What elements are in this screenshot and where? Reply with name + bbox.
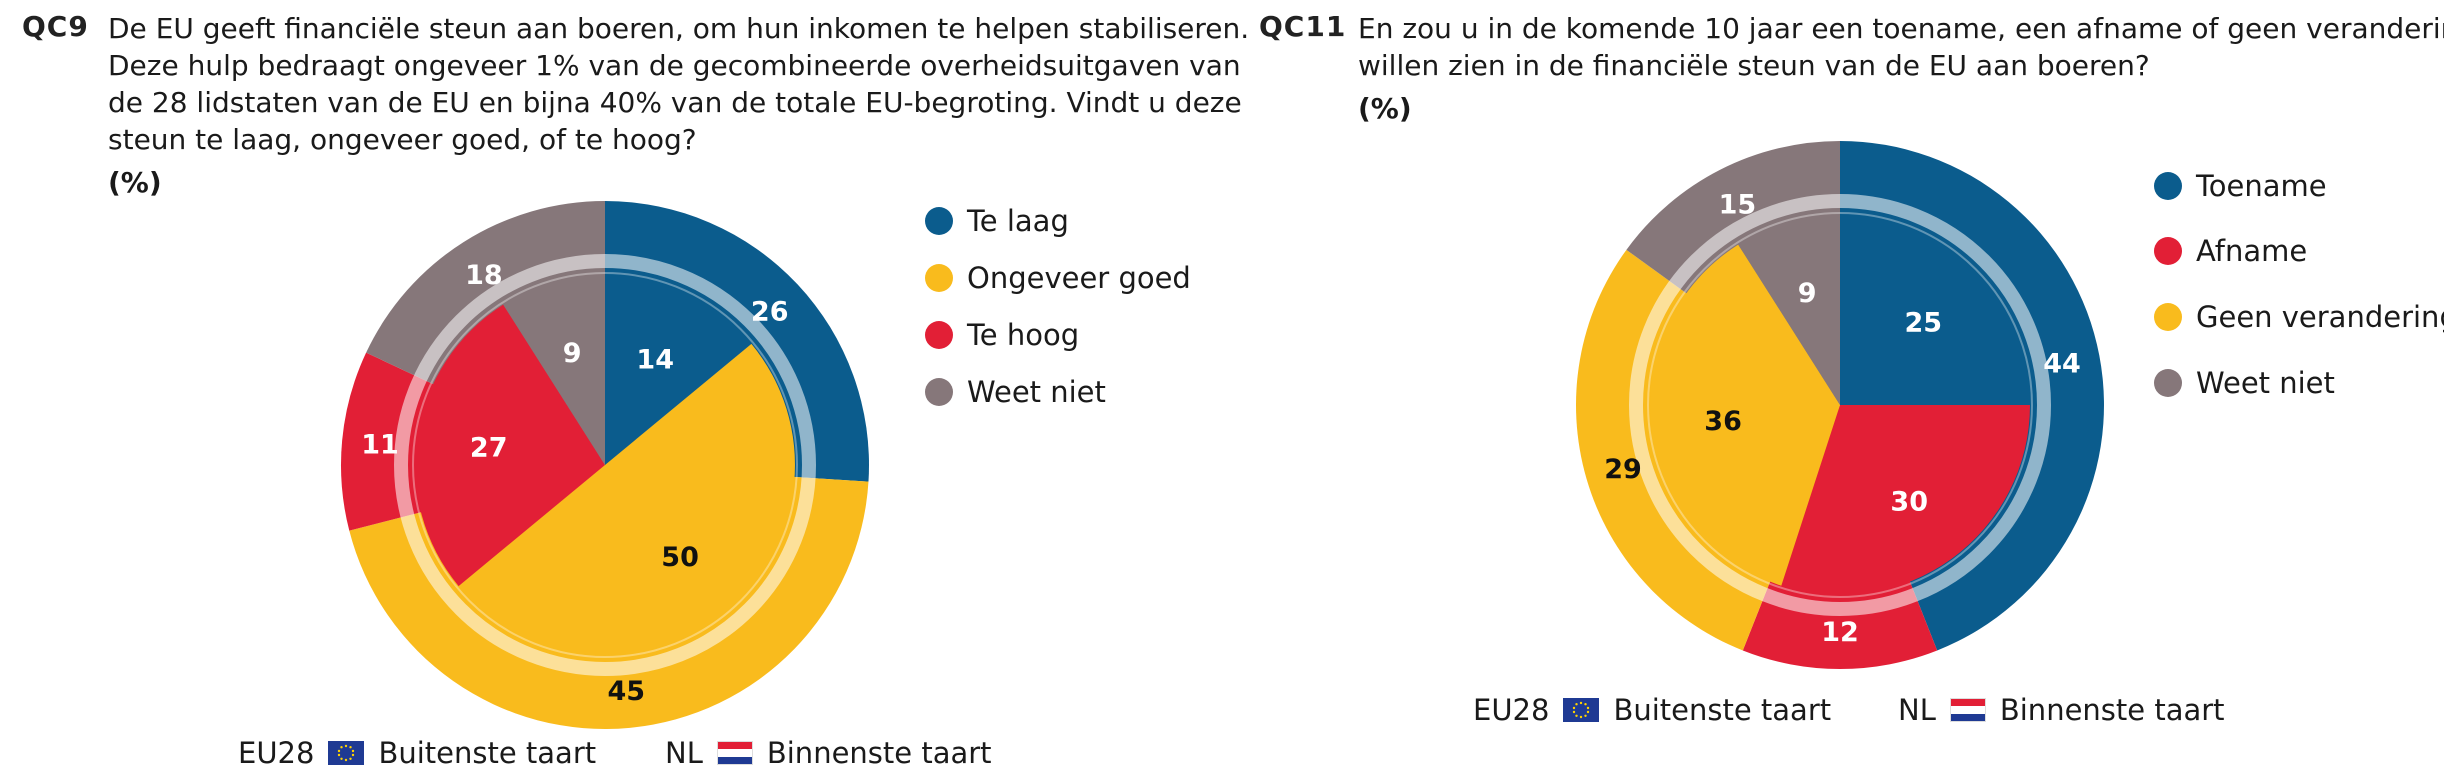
nl-flag-icon bbox=[1949, 698, 1986, 722]
question-text: En zou u in de komende 10 jaar een toena… bbox=[1358, 12, 2444, 82]
inner-value-label: 9 bbox=[563, 338, 582, 369]
ring-overlay bbox=[1629, 194, 2051, 616]
inner-slice-afname bbox=[1781, 405, 2030, 595]
legend-item: Te laag bbox=[925, 201, 1069, 241]
inner-value-label: 27 bbox=[470, 433, 508, 464]
legend-swatch bbox=[925, 378, 953, 406]
outer-value-label: 15 bbox=[1719, 190, 1757, 221]
legend-swatch bbox=[2154, 303, 2182, 331]
eu-pie-label: Buitenste taart bbox=[378, 736, 597, 770]
chart-panel-qc9: QC9 De EU geeft financiële steun aan boe… bbox=[0, 0, 1250, 776]
legend-swatch bbox=[2154, 369, 2182, 397]
legend-item: Toename bbox=[2154, 166, 2327, 206]
outer-value-label: 44 bbox=[2043, 349, 2081, 380]
question-text: De EU geeft financiële steun aan boeren,… bbox=[108, 12, 1250, 156]
legend-swatch bbox=[2154, 237, 2182, 265]
eu-flag-icon bbox=[1563, 698, 1600, 722]
inner-value-label: 50 bbox=[661, 542, 699, 573]
inner-slice-te-laag bbox=[605, 274, 752, 465]
legend-item: Weet niet bbox=[2154, 363, 2335, 403]
question-id: QC9 bbox=[22, 10, 89, 43]
footer-nl: NL Binnenste taart bbox=[1898, 693, 2225, 727]
eu-pie-label: Buitenste taart bbox=[1613, 693, 1832, 727]
unit-label: (%) bbox=[108, 166, 162, 199]
legend-item: Geen verandering bbox=[2154, 297, 2444, 337]
outer-value-label: 12 bbox=[1821, 617, 1859, 648]
nl-code: NL bbox=[665, 736, 703, 770]
unit-label: (%) bbox=[1358, 92, 1412, 125]
question-id: QC11 bbox=[1259, 10, 1347, 43]
footer-eu28: EU28 Buitenste taart bbox=[1473, 693, 1831, 727]
inner-slice-weet-niet bbox=[1738, 215, 1840, 405]
inner-value-label: 9 bbox=[1798, 278, 1817, 309]
inner-slice-ongeveer-goed bbox=[458, 343, 795, 655]
outer-value-label: 45 bbox=[608, 676, 646, 707]
legend-item: Te hoog bbox=[925, 315, 1079, 355]
chart-panel-qc11: QC11 En zou u in de komende 10 jaar een … bbox=[1245, 0, 2444, 776]
legend-item: Weet niet bbox=[925, 372, 1106, 412]
eu-code: EU28 bbox=[238, 736, 315, 770]
legend-swatch bbox=[925, 321, 953, 349]
nl-pie-label: Binnenste taart bbox=[1999, 693, 2225, 727]
ring-overlay bbox=[394, 254, 816, 676]
footer-eu28: EU28 Buitenste taart bbox=[238, 736, 596, 770]
nl-code: NL bbox=[1898, 693, 1936, 727]
eu-flag-icon bbox=[328, 741, 365, 765]
inner-value-label: 14 bbox=[636, 344, 674, 375]
legend-swatch bbox=[925, 207, 953, 235]
legend-swatch bbox=[2154, 172, 2182, 200]
inner-slice-geen-verandering bbox=[1650, 244, 1840, 586]
pie-chart-qc9: 26 45 11 18 14 50 27 9 bbox=[340, 201, 870, 730]
inner-value-label: 36 bbox=[1704, 406, 1742, 437]
outer-value-label: 11 bbox=[361, 430, 399, 461]
legend-item: Ongeveer goed bbox=[925, 258, 1191, 298]
inner-pie-edge bbox=[412, 272, 798, 658]
nl-flag-icon bbox=[716, 741, 753, 765]
outer-value-label: 18 bbox=[465, 260, 503, 291]
inner-value-label: 30 bbox=[1890, 486, 1928, 517]
legend-item: Afname bbox=[2154, 231, 2307, 271]
inner-slice-toename bbox=[1840, 215, 2030, 405]
eu-code: EU28 bbox=[1473, 693, 1550, 727]
inner-slice-te-hoog bbox=[414, 304, 605, 587]
nl-pie-label: Binnenste taart bbox=[766, 736, 992, 770]
inner-pie-edge bbox=[1647, 212, 2033, 598]
inner-slice-weet-niet bbox=[503, 275, 605, 465]
footer-nl: NL Binnenste taart bbox=[665, 736, 992, 770]
legend-swatch bbox=[925, 264, 953, 292]
inner-value-label: 25 bbox=[1905, 308, 1943, 339]
outer-value-label: 26 bbox=[751, 296, 789, 327]
pie-chart-qc11: 44 12 29 15 25 30 36 9 bbox=[1575, 141, 2104, 669]
outer-value-label: 29 bbox=[1604, 454, 1642, 485]
